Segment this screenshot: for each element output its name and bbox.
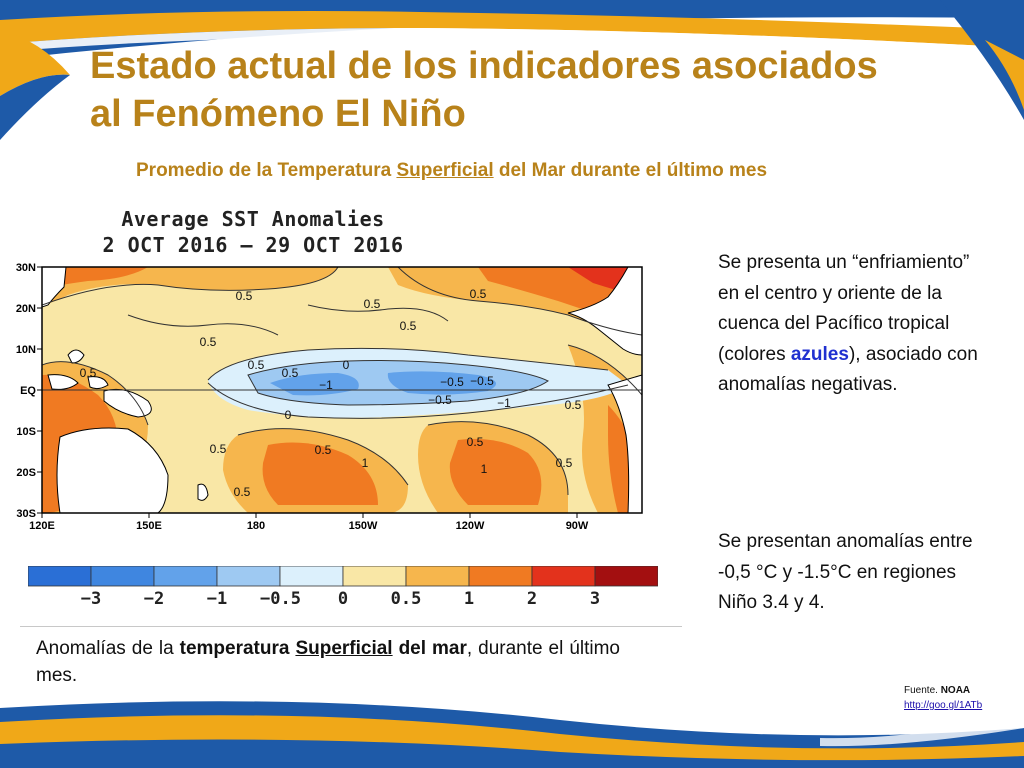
subtitle-pre: Promedio de la Temperatura [136, 160, 397, 181]
color-scale-swatch [468, 566, 533, 587]
map-title-line2: 2 OCT 2016 — 29 OCT 2016 [102, 233, 404, 257]
divider-line [20, 626, 682, 627]
lat-label: 10N [16, 344, 36, 356]
sst-map-graphic: 30N 20N 10N EQ 10S 20S 30S 120E 150E 180… [16, 262, 643, 532]
contour-label: 1 [481, 462, 488, 476]
contour-label: 0.5 [200, 335, 217, 349]
para1-highlight: azules [790, 343, 849, 365]
color-scale-label: 0 [337, 589, 349, 609]
color-scale-swatch [28, 566, 92, 587]
source-credit: Fuente. NOAA http://goo.gl/1ATb [904, 683, 982, 713]
description-paragraph-1: Se presenta un “enfriamiento” en el cent… [718, 248, 988, 401]
slide-title-line1: Estado actual de los indicadores asociad… [90, 45, 878, 87]
color-scale-label: −3 [80, 589, 102, 609]
contour-label: 0.5 [234, 485, 251, 499]
color-scale-label: −2 [143, 589, 165, 609]
source-org: NOAA [940, 685, 971, 696]
lat-label: 10S [16, 426, 36, 438]
contour-label: −0.5 [428, 393, 452, 407]
contour-label: 0.5 [80, 366, 97, 380]
color-scale-label: 3 [589, 589, 601, 609]
contour-label: 0.5 [364, 297, 381, 311]
color-scale-swatch [405, 566, 470, 587]
color-scale-label: 0.5 [390, 589, 422, 609]
slide-subtitle: Promedio de la Temperatura Superficial d… [136, 160, 936, 182]
contour-label: 0.5 [400, 319, 417, 333]
contour-label: 0.5 [470, 287, 487, 301]
contour-label: 0.5 [315, 443, 332, 457]
contour-label: 0.5 [467, 435, 484, 449]
lon-label: 150W [349, 520, 378, 532]
caption-bold-underlined: Superficial [295, 638, 393, 659]
contour-label: −0.5 [440, 375, 464, 389]
lon-label: 120E [29, 520, 55, 532]
lat-label: 30N [16, 262, 36, 274]
caption-post: , durante el último mes. [36, 638, 620, 686]
color-scale-swatch [531, 566, 596, 587]
slide-title-line2: al Fenómeno El Niño [90, 93, 466, 135]
sst-anomaly-map: Average SST Anomalies 2 OCT 2016 — 29 OC… [8, 205, 658, 535]
lon-label: 150E [136, 520, 162, 532]
description-paragraph-2: Se presentan anomalías entre -0,5 °C y -… [718, 531, 973, 613]
color-scale-swatch [279, 566, 344, 587]
subtitle-underlined: Superficial [396, 160, 494, 181]
contour-label: 0 [343, 358, 350, 372]
para1-post: ), asociado con anomalías negativas. [718, 343, 978, 396]
color-scale-label: 1 [463, 589, 475, 609]
color-scale-label: −1 [206, 589, 228, 609]
contour-label: −1 [319, 378, 333, 392]
contour-label: −0.5 [470, 374, 494, 388]
lat-label: EQ [20, 385, 36, 397]
color-scale-swatch [90, 566, 155, 587]
lat-label: 20N [16, 303, 36, 315]
contour-label: 0.5 [282, 366, 299, 380]
color-scale-swatch [342, 566, 407, 587]
contour-label: 0.5 [565, 398, 582, 412]
color-scale-label: 2 [526, 589, 538, 609]
contour-label: 0.5 [210, 442, 227, 456]
lon-label: 180 [247, 520, 265, 532]
caption-bold1: temperatura [179, 638, 290, 659]
source-link[interactable]: http://goo.gl/1ATb [904, 700, 983, 711]
contour-label: 0.5 [236, 289, 253, 303]
subtitle-post: del Mar durante el último mes [493, 160, 768, 181]
contour-label: 1 [362, 456, 369, 470]
lon-label: 120W [456, 520, 485, 532]
contour-label: 0 [285, 408, 292, 422]
slide-title: Estado actual de los indicadores asociad… [90, 42, 910, 138]
contour-label: 0.5 [248, 358, 265, 372]
caption-pre: Anomalías de la [36, 638, 180, 659]
caption-bold2: del mar [398, 638, 467, 659]
color-scale-bar [28, 566, 658, 587]
color-scale-label: −0.5 [260, 589, 301, 609]
contour-label: 0.5 [556, 456, 573, 470]
color-scale-swatch [594, 566, 658, 587]
lat-label: 20S [16, 467, 36, 479]
para1-pre: Se presenta un “enfriamiento” en el cent… [718, 252, 970, 365]
contour-label: −1 [497, 396, 511, 410]
lon-label: 90W [566, 520, 589, 532]
map-title-line1: Average SST Anomalies [121, 207, 385, 231]
color-scale-swatch [153, 566, 218, 587]
color-scale-swatch [216, 566, 281, 587]
figure-caption: Anomalías de la temperatura Superficial … [36, 635, 620, 689]
lat-label: 30S [16, 508, 36, 520]
source-label: Fuente. [904, 685, 941, 696]
